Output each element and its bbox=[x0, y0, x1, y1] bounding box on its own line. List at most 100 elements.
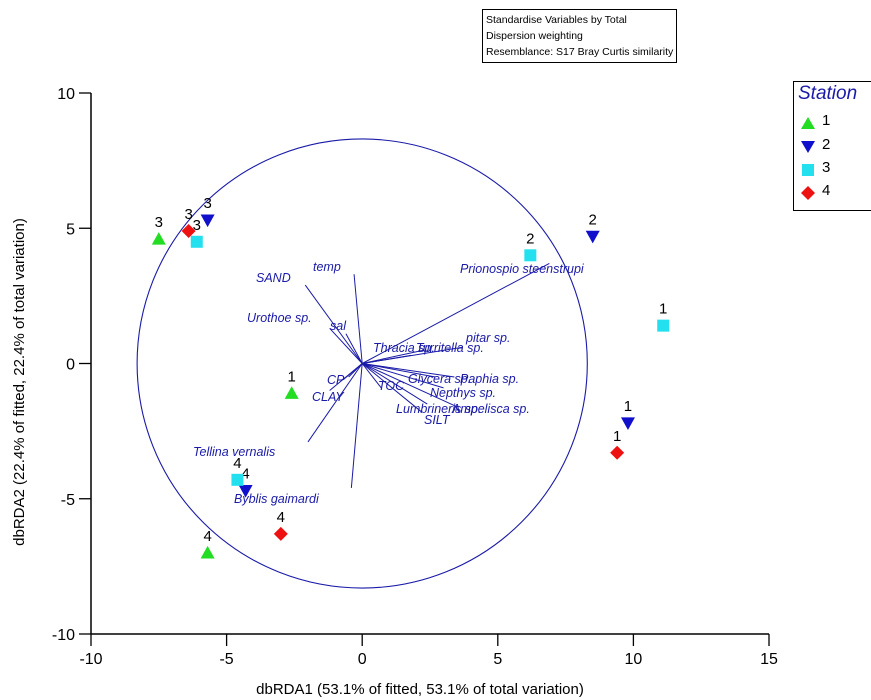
vector-line bbox=[361, 262, 550, 364]
vector-line bbox=[361, 363, 382, 389]
point-marker bbox=[585, 230, 600, 244]
info-line-1: Standardise Variables by Total bbox=[486, 14, 627, 26]
point-marker bbox=[284, 386, 299, 399]
x-axis-title: dbRDA1 (53.1% of fitted, 53.1% of total … bbox=[256, 681, 584, 698]
x-tick-label: 0 bbox=[358, 651, 367, 668]
point-marker bbox=[657, 319, 670, 332]
triangle-down-icon bbox=[801, 141, 815, 153]
legend-label-1: 1 bbox=[822, 112, 831, 129]
x-tick-label: 5 bbox=[493, 651, 502, 668]
info-line-3: Resemblance: S17 Bray Curtis similarity bbox=[486, 46, 674, 58]
legend-label-2: 2 bbox=[822, 136, 831, 153]
triangle-up-icon bbox=[801, 117, 815, 129]
point-label: 1 bbox=[659, 301, 667, 318]
legend-label-4: 4 bbox=[822, 182, 831, 199]
vector-label: SILT bbox=[424, 413, 451, 427]
vector-line bbox=[362, 363, 444, 389]
point-label: 4 bbox=[277, 509, 285, 526]
vector-label: Paphia sp. bbox=[460, 372, 519, 386]
vector-label: TOC bbox=[378, 379, 405, 393]
vector-label: Nepthys sp. bbox=[430, 386, 496, 400]
vector-line bbox=[361, 363, 423, 413]
point-marker bbox=[231, 473, 244, 486]
point-marker bbox=[238, 485, 253, 498]
points-layer: 1 3 4 1 2 3 4 1 2 3 4 1 3 4 bbox=[151, 195, 670, 559]
point-label: 3 bbox=[193, 217, 201, 234]
vector-label: Turritella sp. bbox=[416, 341, 484, 355]
vector-line bbox=[329, 363, 363, 391]
x-tick-label: 15 bbox=[760, 651, 778, 668]
vector-layer: Prionospio steenstrupi SAND temp Urothoe sp… bbox=[193, 260, 585, 506]
vector-line bbox=[350, 363, 363, 488]
vector-line bbox=[362, 363, 455, 378]
y-tick-label: -10 bbox=[52, 627, 75, 644]
vector-line bbox=[353, 274, 363, 364]
y-tick-label: 10 bbox=[57, 86, 75, 103]
vector-label: pitar sp. bbox=[465, 331, 510, 345]
vector-line bbox=[362, 349, 425, 364]
vector-line bbox=[304, 284, 363, 364]
info-line-2: Dispersion weighting bbox=[486, 30, 583, 42]
x-tick-label: -5 bbox=[219, 651, 233, 668]
point-marker bbox=[181, 223, 196, 238]
vector-line bbox=[329, 327, 363, 364]
vector-line bbox=[345, 333, 363, 364]
vector-line bbox=[361, 363, 428, 405]
legend-title: Station bbox=[798, 83, 858, 104]
correlation-circle-layer bbox=[136, 138, 588, 589]
legend-item-4: 4 bbox=[800, 182, 870, 204]
legend-item-1: 1 bbox=[800, 112, 870, 134]
vector-label: Ampelisca sp. bbox=[451, 402, 530, 416]
point-label: 2 bbox=[589, 211, 597, 228]
point-marker bbox=[524, 249, 537, 262]
y-tick-label: 0 bbox=[66, 357, 75, 374]
vector-line bbox=[361, 363, 458, 408]
point-label: 3 bbox=[203, 195, 211, 212]
point-marker bbox=[200, 214, 215, 228]
point-label: 4 bbox=[241, 466, 249, 483]
vector-label: CLAY bbox=[312, 390, 345, 404]
vector-label: Urothoe sp. bbox=[247, 311, 312, 325]
legend-item-3: 3 bbox=[800, 159, 870, 181]
legend: Station 1 2 3 4 bbox=[793, 81, 871, 211]
vector-label: Byblis gaimardi bbox=[234, 492, 320, 506]
point-label: 4 bbox=[203, 528, 211, 545]
x-tick-label: 10 bbox=[625, 651, 643, 668]
vector-label: temp bbox=[313, 260, 341, 274]
vector-label: CP bbox=[327, 373, 345, 387]
vector-label: Lumbrineris sp. bbox=[396, 402, 481, 416]
vector-label: SAND bbox=[256, 271, 291, 285]
diamond-icon bbox=[801, 186, 815, 200]
analysis-info-box: Standardise Variables by Total Dispersio… bbox=[482, 9, 678, 63]
y-axis-title: dbRDA2 (22.4% of fitted, 22.4% of total … bbox=[11, 218, 28, 546]
correlation-circle bbox=[136, 138, 588, 589]
point-label: 1 bbox=[288, 368, 296, 385]
point-label: 1 bbox=[624, 398, 632, 415]
point-label: 1 bbox=[613, 428, 621, 445]
point-marker bbox=[273, 526, 288, 541]
legend-item-2: 2 bbox=[800, 136, 870, 158]
point-marker bbox=[620, 417, 635, 431]
point-label: 3 bbox=[155, 214, 163, 231]
vector-line bbox=[307, 363, 363, 443]
point-marker bbox=[190, 235, 203, 248]
vector-line bbox=[362, 354, 412, 364]
axes: -10 -5 0 5 10 15 -10 -5 0 5 10 bbox=[52, 86, 778, 668]
y-tick-label: -5 bbox=[61, 492, 75, 509]
point-label: 2 bbox=[526, 230, 534, 247]
vector-label: Prionospio steenstrupi bbox=[460, 262, 585, 276]
vector-label: sal bbox=[330, 319, 347, 333]
square-icon bbox=[802, 164, 814, 176]
x-tick-label: -10 bbox=[79, 651, 102, 668]
point-label: 3 bbox=[184, 206, 192, 223]
vector-label: Thracia sp. bbox=[373, 341, 435, 355]
point-label: 4 bbox=[233, 455, 241, 472]
y-tick-label: 5 bbox=[66, 221, 75, 238]
point-marker bbox=[200, 545, 215, 559]
legend-label-3: 3 bbox=[822, 159, 831, 176]
vector-label: Glycera sp. bbox=[408, 372, 471, 386]
point-marker bbox=[151, 232, 166, 245]
point-marker bbox=[610, 445, 625, 460]
vector-label: Tellina vernalis bbox=[193, 445, 275, 459]
